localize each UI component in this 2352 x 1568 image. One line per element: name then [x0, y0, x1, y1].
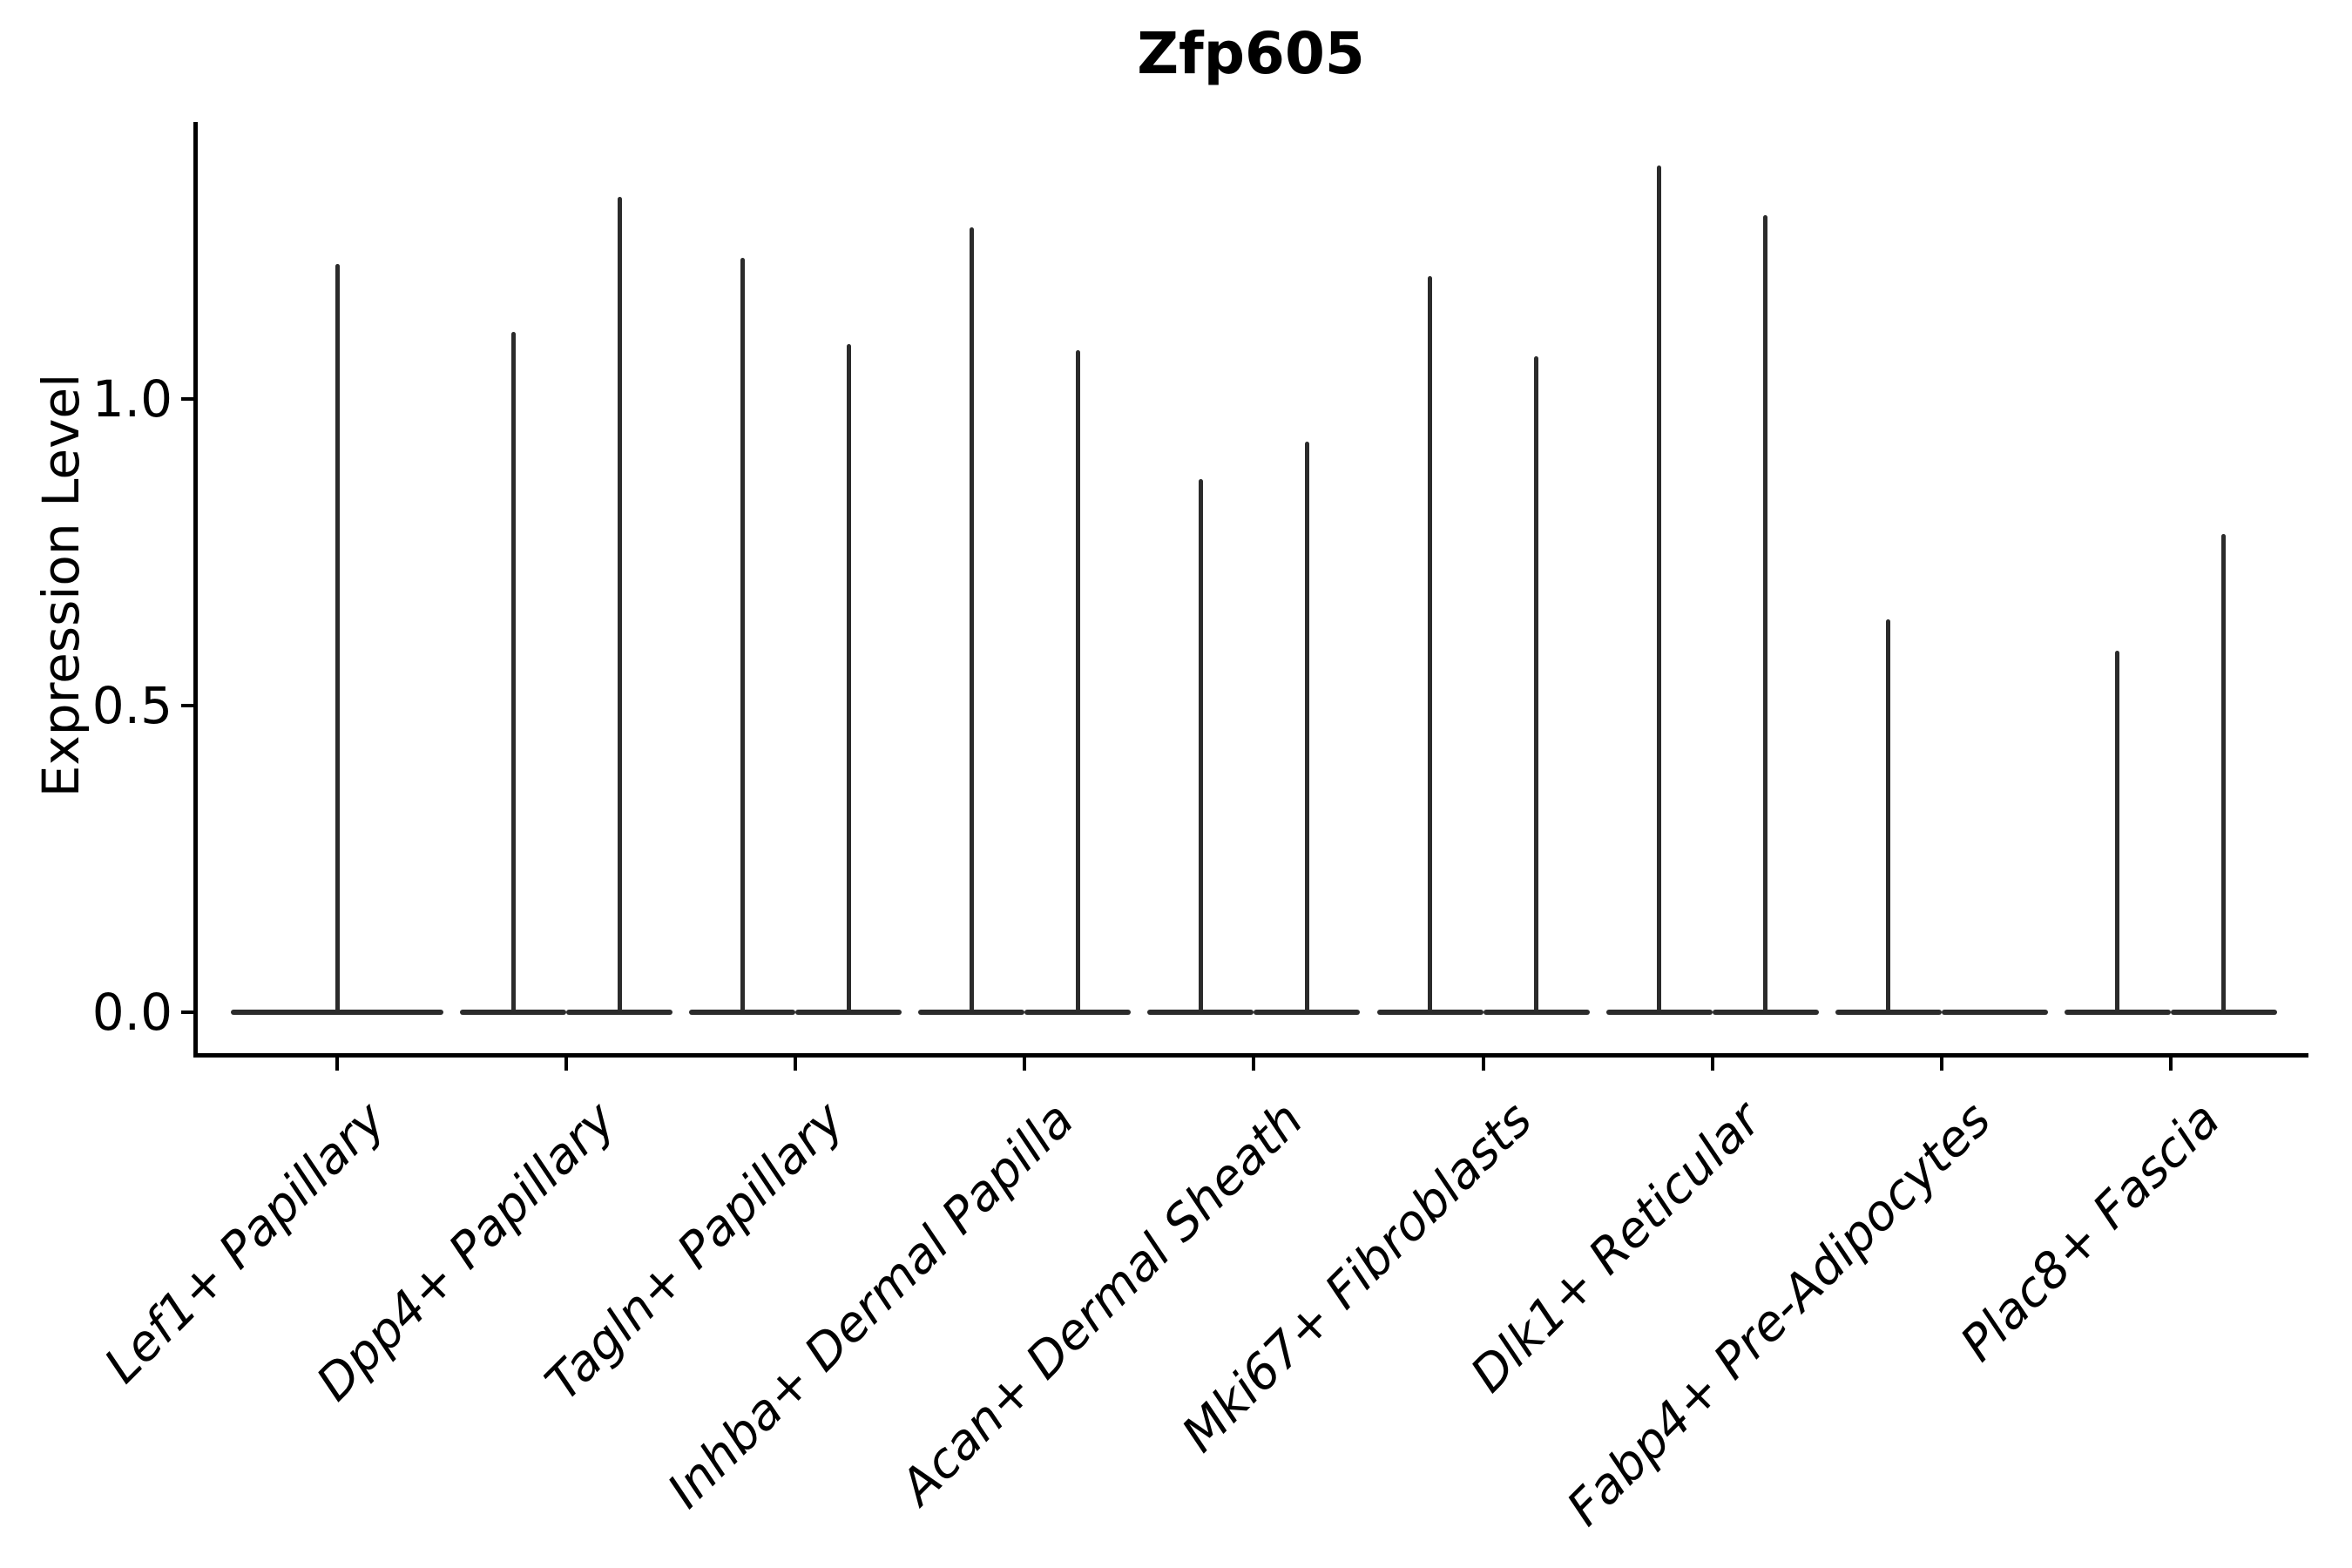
y-tick — [181, 1010, 193, 1014]
y-tick — [181, 704, 193, 707]
x-tick-label: Acan+ Dermal Sheath — [889, 1091, 1315, 1516]
violin-spike — [1428, 276, 1432, 1012]
violin-spike — [2221, 533, 2227, 1012]
violin-spike — [969, 226, 974, 1012]
x-tick-label: Inhba+ Dermal Papilla — [657, 1091, 1085, 1519]
x-tick — [1939, 1058, 1943, 1071]
y-axis-label: Expression Level — [31, 373, 91, 798]
y-tick-label: 1.0 — [91, 369, 172, 429]
violin-spike — [2115, 650, 2120, 1012]
chart-title: Zfp605 — [1137, 20, 1365, 87]
violin-base — [2064, 1010, 2171, 1015]
violin-base — [795, 1010, 902, 1015]
x-tick — [1023, 1058, 1027, 1071]
y-tick-label: 0.5 — [91, 676, 172, 735]
violin-base — [1376, 1010, 1484, 1015]
violin-base — [1605, 1010, 1713, 1015]
y-tick-label: 0.0 — [91, 983, 172, 1042]
violin-spike — [1763, 214, 1768, 1012]
y-axis-line — [193, 122, 198, 1058]
violin-spike — [1304, 442, 1309, 1012]
violin-spike — [1075, 349, 1080, 1012]
violin-base — [1941, 1010, 2048, 1015]
violin-base — [2170, 1010, 2277, 1015]
x-tick — [335, 1058, 339, 1071]
violin-base — [231, 1010, 443, 1015]
violin-base — [1835, 1010, 1942, 1015]
violin-spike — [846, 343, 851, 1012]
violin-spike — [1657, 166, 1662, 1012]
violin-spike — [1886, 619, 1891, 1012]
x-tick — [794, 1058, 798, 1071]
violin-base — [566, 1010, 673, 1015]
y-tick — [181, 397, 193, 401]
violin-base — [1254, 1010, 1361, 1015]
violin-base — [1147, 1010, 1254, 1015]
x-tick — [2168, 1058, 2173, 1071]
violin-base — [1483, 1010, 1590, 1015]
x-tick-label: Fabp4+ Pre-Adipocytes — [1556, 1091, 2002, 1538]
x-tick — [1710, 1058, 1714, 1071]
violin-base — [918, 1010, 1025, 1015]
violin-base — [1712, 1010, 1819, 1015]
violin-spike — [617, 196, 622, 1012]
violin-base — [689, 1010, 796, 1015]
x-axis-line — [193, 1053, 2308, 1058]
violin-spike — [1198, 478, 1203, 1012]
x-tick — [564, 1058, 569, 1071]
violin-spike — [335, 264, 340, 1012]
violin-spike — [510, 331, 516, 1012]
x-tick — [1481, 1058, 1485, 1071]
x-tick — [1252, 1058, 1256, 1071]
violin-base — [1024, 1010, 1132, 1015]
violin-spike — [740, 258, 745, 1012]
violin-spike — [1534, 355, 1538, 1012]
violin-base — [460, 1010, 567, 1015]
